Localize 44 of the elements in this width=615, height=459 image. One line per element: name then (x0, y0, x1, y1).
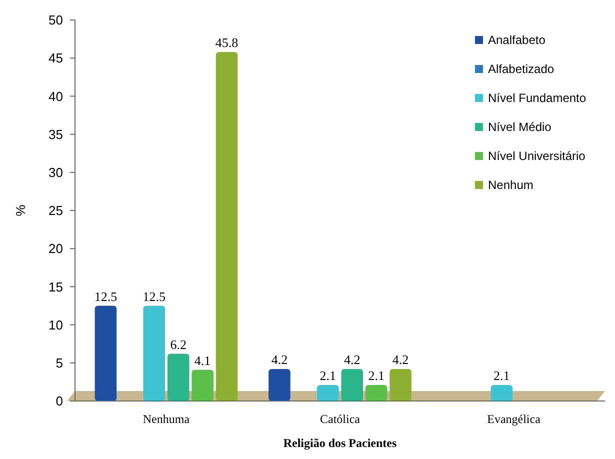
data-label: 4.1 (194, 352, 211, 368)
bar (143, 306, 166, 401)
data-label: 2.1 (494, 368, 510, 383)
x-axis-title: Religião dos Pacientes (283, 436, 397, 450)
bar (94, 306, 117, 401)
y-tick-label: 0 (56, 394, 63, 409)
y-tick-label: 20 (48, 241, 63, 256)
bar (341, 368, 364, 401)
data-label: 2.1 (320, 368, 336, 383)
legend-label: Nível Universitário (488, 149, 586, 164)
x-tick-label: Católica (320, 412, 361, 426)
y-tick-label: 30 (48, 164, 63, 180)
y-tick-label: 40 (48, 88, 63, 104)
y-tick-label: 5 (56, 355, 63, 370)
data-label: 12.5 (142, 288, 166, 304)
data-label: 6.2 (170, 336, 186, 352)
y-axis-title: % (13, 204, 28, 216)
y-tick-label: 50 (48, 12, 63, 28)
y-tick-label: 25 (48, 203, 63, 218)
x-tick-label: Nenhuma (142, 412, 190, 426)
bar (390, 368, 412, 401)
data-label: 4.2 (344, 352, 360, 367)
legend-label: Nível Médio (488, 120, 552, 134)
y-tick-label: 15 (48, 279, 63, 294)
y-tick-label: 45 (48, 50, 63, 66)
data-label: 4.2 (271, 352, 288, 367)
bar (365, 385, 388, 401)
legend-label: Analfabeto (488, 33, 546, 48)
x-tick-label: Evangélica (487, 412, 542, 426)
y-tick-label: 35 (48, 126, 63, 142)
bar (216, 52, 238, 401)
data-label: 12.5 (94, 288, 118, 304)
data-label: 4.2 (392, 352, 409, 367)
bar (268, 368, 290, 401)
y-tick-label: 10 (48, 317, 63, 332)
bar (192, 370, 214, 401)
bar (316, 385, 339, 401)
data-label: 45.8 (215, 35, 238, 50)
bar (167, 354, 190, 401)
data-label: 2.1 (368, 368, 384, 383)
legend-label: Nível Fundamento (488, 91, 586, 106)
bar (490, 385, 513, 401)
legend-label: Nenhum (488, 178, 534, 192)
legend-label: Alfabetizado (488, 62, 554, 76)
